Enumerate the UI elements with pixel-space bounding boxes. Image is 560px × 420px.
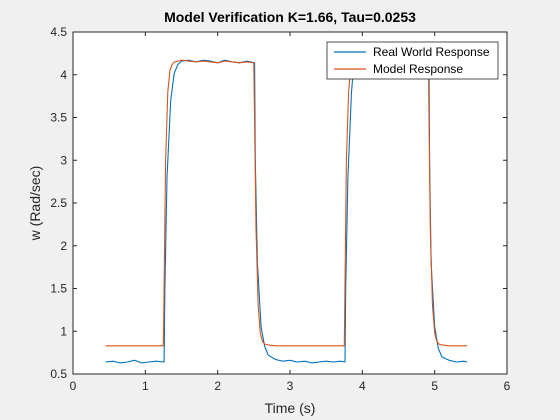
ticks-layer: 0 1 2 3 4 5 6 0.5 1 1.5 2 2.5 3 3.5 4 4.5 xyxy=(50,25,510,393)
x-tick-label: 4 xyxy=(359,379,366,393)
y-tick-label: 2.5 xyxy=(50,196,67,210)
y-tick-label: 4.5 xyxy=(50,25,67,39)
x-axis-label: Time (s) xyxy=(265,400,316,416)
x-tick-label: 5 xyxy=(431,379,438,393)
y-tick-label: 0.5 xyxy=(50,367,67,381)
plot-background xyxy=(73,32,507,374)
x-tick-label: 3 xyxy=(287,379,294,393)
legend-box xyxy=(326,41,499,80)
x-tick-label: 2 xyxy=(214,379,221,393)
series-model-response xyxy=(105,48,468,347)
y-tick-label: 4 xyxy=(60,68,67,82)
x-tick-label: 6 xyxy=(504,379,511,393)
legend-label-real-world: Real World Response xyxy=(373,45,490,59)
y-tick-label: 3 xyxy=(60,153,67,167)
y-tick-label: 1 xyxy=(60,324,67,338)
y-tick-label: 1.5 xyxy=(50,282,67,296)
legend-label-model: Model Response xyxy=(373,62,463,76)
y-axis-label: w (Rad/sec) xyxy=(27,166,43,242)
x-tick-label: 1 xyxy=(142,379,149,393)
y-tick-label: 2 xyxy=(60,239,67,253)
legend: Real World Response Model Response xyxy=(326,41,499,80)
x-tick-label: 0 xyxy=(70,379,77,393)
chart-title: Model Verification K=1.66, Tau=0.0253 xyxy=(164,9,416,25)
y-tick-label: 3.5 xyxy=(50,111,67,125)
